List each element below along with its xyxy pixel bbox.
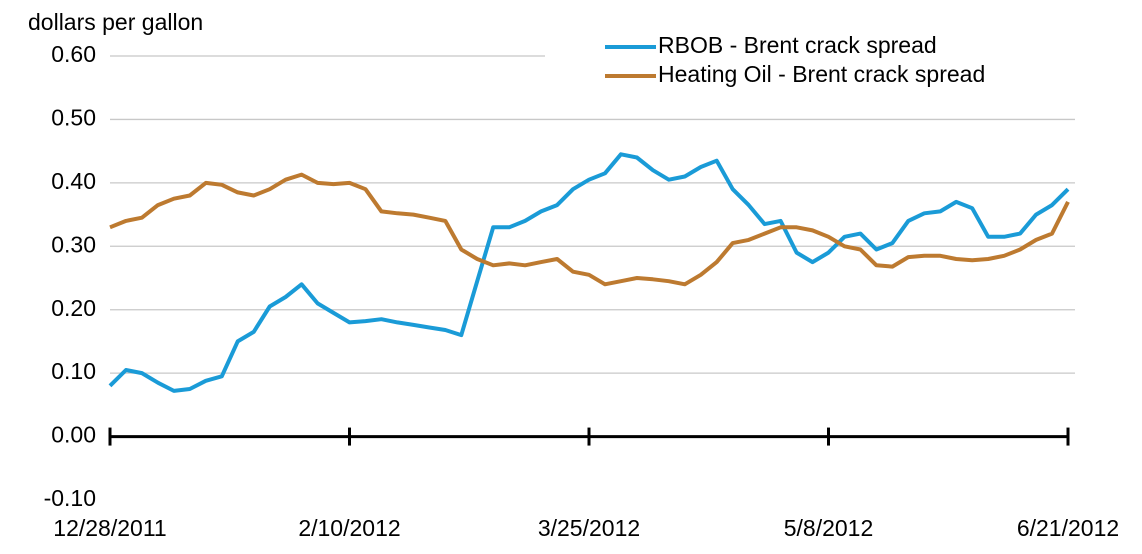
x-tick-label: 5/8/2012 <box>784 515 874 541</box>
x-tick-label: 6/21/2012 <box>1017 515 1119 541</box>
y-tick-label: -0.10 <box>44 485 96 511</box>
y-tick-label: 0.60 <box>51 41 96 67</box>
y-tick-label: 0.10 <box>51 358 96 384</box>
y-tick-label: 0.40 <box>51 168 96 194</box>
y-tick-label: 0.30 <box>51 231 96 257</box>
x-tick-label: 2/10/2012 <box>298 515 400 541</box>
series-line <box>108 152 1070 393</box>
legend-label: Heating Oil - Brent crack spread <box>658 61 985 87</box>
series-line <box>109 172 1070 287</box>
y-tick-label: 0.00 <box>51 422 96 448</box>
y-tick-label: 0.20 <box>51 295 96 321</box>
y-tick-label: 0.50 <box>51 105 96 131</box>
x-tick-label: 3/25/2012 <box>538 515 640 541</box>
x-tick-label: 12/28/2011 <box>53 515 166 541</box>
y-axis-label: dollars per gallon <box>28 9 203 35</box>
legend-label: RBOB - Brent crack spread <box>658 32 937 58</box>
